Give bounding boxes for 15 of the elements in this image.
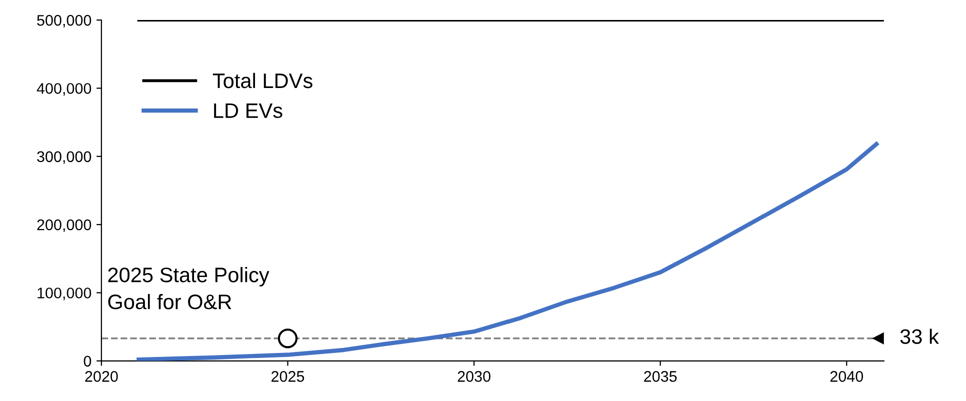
x-tick-label: 2020 (85, 371, 118, 382)
y-tick-label: 0 (84, 356, 92, 367)
legend-label: LD EVs (214, 103, 282, 118)
y-tick-label: 200,000 (37, 219, 92, 232)
y-tick-label: 300,000 (37, 151, 92, 164)
y-tick-label: 500,000 (37, 14, 92, 28)
annotation: 2025 State Policy Goal for O&R (108, 267, 270, 310)
x-tick-label: 2040 (830, 371, 864, 382)
ref-line-label: 33 k (900, 328, 939, 344)
legend-label: Total LDVs (212, 72, 312, 88)
x-tick-label: 2025 (272, 371, 304, 382)
y-tick-label: 400,000 (36, 83, 92, 96)
y-tick-label: 100,000 (38, 288, 92, 300)
x-tick-label: 2030 (458, 371, 490, 382)
x-tick-label: 2035 (644, 371, 677, 382)
